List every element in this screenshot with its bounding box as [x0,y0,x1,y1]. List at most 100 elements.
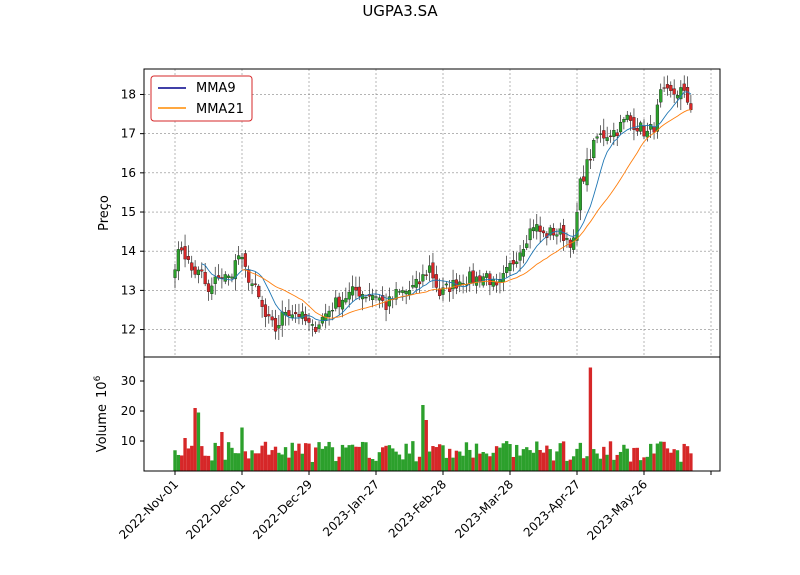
volume-bar-46 [327,441,331,471]
volume-bar-7 [196,412,201,471]
candle-body-41 [310,324,314,326]
volume-bar-121 [578,442,583,471]
candle-body-69 [404,290,408,295]
volume-bar-132 [615,454,619,471]
volume-bar-73 [417,456,422,471]
candle-body-48 [334,297,338,309]
candle-body-135 [625,114,629,120]
candle-body-120 [575,211,579,241]
volume-y-label: Volume 106 [93,375,110,452]
volume-bar-34 [287,457,291,471]
volume-bar-42 [314,447,318,471]
volume-bar-27 [263,441,268,471]
candle-body-50 [340,299,345,310]
candle-body-75 [424,274,428,276]
volume-bar-85 [458,451,462,471]
candle-body-25 [257,285,261,298]
candle-body-37 [297,314,301,317]
volume-bar-103 [518,455,522,471]
volume-bar-78 [434,447,438,471]
candle-body-131 [612,130,616,137]
volume-bar-141 [645,456,650,471]
price-tick-label-3: 15 [121,205,136,219]
candle-body-42 [314,327,318,332]
volume-bar-72 [414,461,418,471]
candle-body-102 [515,261,519,264]
price-panel: 12 13 14 15 16 17 18 Preço MMA9 MMA21 [97,68,721,358]
mma9-line [201,91,692,321]
candle-body-127 [598,133,603,135]
volume-bar-96 [494,446,499,471]
volume-bar-29 [270,450,274,471]
volume-bar-86 [461,455,465,471]
x-tick-label-4: 2023-Feb-28 [386,477,449,540]
candle-body-123 [585,159,589,186]
volume-bar-98 [501,443,505,471]
candle-body-144 [655,104,659,132]
volume-bar-94 [488,456,492,471]
x-tick-label-3: 2023-Jan-27 [320,477,382,539]
candle-body-134 [622,118,626,123]
price-tick-label-5: 17 [121,127,136,141]
candle-body-150 [675,95,680,99]
volume-bar-135 [625,448,629,471]
volume-bar-152 [682,443,686,471]
candle-body-79 [438,288,442,296]
volume-bar-119 [571,456,576,471]
volume-bar-130 [608,441,613,471]
volume-bar-82 [448,448,452,471]
price-tick-label-1: 13 [121,283,136,297]
volume-bar-26 [260,445,264,471]
candle-body-0 [173,269,177,278]
volume-bar-70 [407,453,412,471]
volume-bar-111 [545,445,549,471]
volume-bar-66 [394,451,398,471]
candle-body-132 [615,132,619,137]
volume-bar-89 [471,457,475,471]
candle-body-36 [294,312,298,315]
candle-body-71 [411,285,415,288]
volume-bar-0 [173,450,177,471]
volume-bar-87 [464,442,469,471]
volume-bar-95 [491,452,495,471]
candle-body-32 [280,311,284,326]
candle-body-122 [582,176,586,182]
volume-axes-border [143,356,721,472]
candle-body-78 [434,274,438,288]
volume-bar-60 [374,460,378,471]
price-moving-averages [201,91,692,321]
volume-bar-109 [538,450,542,471]
volume-bar-145 [659,441,663,471]
volume-bar-75 [424,420,428,471]
volume-bar-36 [293,450,298,471]
candle-body-35 [290,314,294,318]
volume-bar-1 [176,454,181,471]
candle-body-114 [555,234,559,237]
price-tick-label-0: 12 [121,323,136,337]
volume-bar-104 [521,449,526,471]
volume-bar-57 [364,442,368,471]
candle-body-1 [176,249,180,272]
candle-body-139 [639,122,643,132]
volume-bar-2 [180,455,184,471]
volume-bar-59 [370,459,375,471]
candle-body-137 [632,117,636,130]
volume-bar-100 [508,444,512,471]
volume-bar-84 [454,450,459,471]
candle-body-110 [541,230,546,234]
candle-body-95 [491,279,495,287]
volume-bar-125 [592,449,596,471]
volume-bar-24 [253,453,258,471]
candle-body-112 [548,227,552,236]
price-tick-label-2: 14 [121,244,136,258]
volume-bar-150 [675,450,680,471]
volume-bar-146 [662,441,666,471]
volume-bar-134 [622,444,626,471]
candle-body-7 [196,269,201,276]
volume-bar-137 [632,447,636,471]
volume-bar-105 [525,447,529,471]
volume-bar-143 [652,453,656,471]
candle-body-142 [649,124,653,130]
candle-body-141 [645,130,649,138]
